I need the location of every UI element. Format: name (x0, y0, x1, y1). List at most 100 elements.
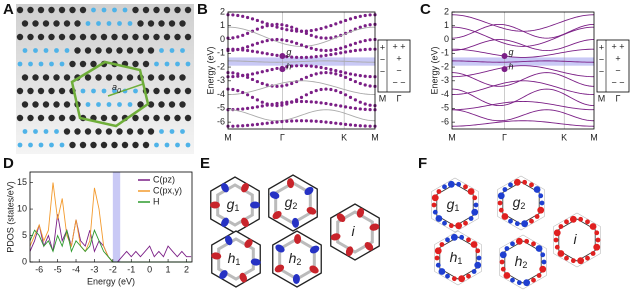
ring (502, 181, 540, 225)
band-dot (295, 64, 299, 68)
atom (117, 21, 122, 26)
orbital-subscript: 2 (296, 257, 301, 267)
atom (137, 20, 144, 27)
orbital-site (436, 189, 442, 194)
atom (142, 60, 150, 68)
ring (504, 240, 542, 284)
panel-label: F (418, 155, 427, 172)
y-tick-label: -2 (217, 61, 225, 71)
parity-sign: − (396, 65, 401, 75)
atom (53, 20, 60, 27)
atom (153, 114, 160, 122)
band-dot (334, 22, 338, 26)
state-marker (279, 66, 286, 73)
atom (106, 102, 112, 107)
band-dot (363, 107, 367, 111)
atom (116, 128, 123, 135)
orbital-name: i (573, 231, 577, 247)
lattice-vector (107, 83, 144, 97)
parity-column-label: M (598, 93, 606, 103)
atom (142, 33, 150, 41)
parity-column-label: Γ (616, 93, 621, 103)
band (451, 88, 595, 107)
band-dot (344, 105, 348, 109)
y-tick-label: -1 (441, 48, 449, 58)
molecule-outline (499, 234, 547, 290)
atom (147, 74, 155, 81)
atom (185, 142, 191, 148)
orbital-site (458, 275, 466, 283)
atom (91, 88, 96, 94)
x-axis-label: Energy (eV) (87, 276, 135, 286)
band-dot (270, 23, 274, 27)
x-tick-label: 0 (147, 264, 152, 274)
atom (32, 20, 39, 27)
band-dot (304, 93, 308, 97)
molecule-ring (336, 210, 374, 254)
atom (16, 6, 24, 14)
band-dot (231, 74, 235, 79)
atom (63, 101, 71, 108)
band (451, 14, 595, 32)
orbital-site (434, 255, 440, 261)
y-tick-label: -4 (217, 89, 225, 99)
band-dot (348, 43, 353, 47)
atom (58, 87, 66, 95)
x-tick-label: 2 (184, 264, 189, 274)
band-dot (344, 122, 348, 126)
band-dot (255, 41, 259, 45)
band-dot (334, 121, 338, 125)
atom (69, 114, 76, 122)
orbital-site (470, 241, 478, 248)
x-tick-label: K (561, 132, 567, 142)
atom (42, 101, 50, 108)
x-tick-label: -5 (54, 264, 62, 274)
orbital-site (539, 265, 547, 273)
band-dot (299, 29, 304, 33)
orbital-site (577, 257, 585, 265)
band-dot (363, 38, 367, 43)
band-dot (285, 24, 289, 28)
orbital-site (475, 248, 481, 254)
band-dot (241, 14, 245, 18)
band-dot (290, 55, 294, 59)
band-dot (314, 89, 318, 93)
orbital-site (467, 188, 475, 195)
orbital-subscript: 1 (454, 203, 459, 213)
orbital-lobe (272, 210, 282, 220)
band-dot (236, 124, 240, 128)
y-axis-label: Energy (eV) (429, 46, 439, 94)
orbital-label: i (573, 231, 577, 247)
band-dot (319, 65, 323, 70)
atom (153, 6, 160, 14)
band-dot (265, 69, 269, 73)
atom (74, 47, 81, 54)
panel-label: D (3, 155, 14, 172)
band-dot (255, 71, 259, 75)
atom (153, 87, 160, 95)
band (227, 80, 376, 96)
band-dot (324, 36, 328, 40)
orbital-site (541, 259, 547, 265)
band-dot (314, 65, 318, 69)
band (451, 101, 595, 111)
band-dot (250, 106, 255, 110)
atom (126, 74, 134, 81)
atom (168, 74, 176, 81)
orbital-lobe (336, 213, 346, 222)
orbital-site (589, 223, 597, 230)
band-dot (241, 90, 245, 95)
band-dot (280, 101, 284, 105)
orbital-site (502, 187, 508, 192)
band-dot (290, 119, 294, 123)
orbital-site (456, 181, 462, 187)
orbital-lobe (221, 217, 229, 227)
band-dot (314, 28, 318, 32)
atom (43, 129, 49, 134)
orbital-site (497, 192, 505, 200)
band (227, 60, 376, 63)
band-dot (358, 74, 362, 78)
orbital-subscript: 1 (234, 203, 239, 213)
orbital-site (537, 206, 545, 214)
band-dot (299, 95, 304, 99)
